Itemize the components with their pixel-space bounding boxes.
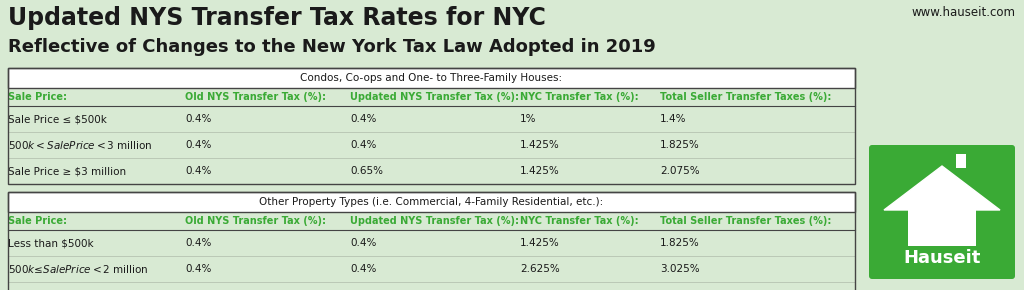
Text: 2.075%: 2.075% (660, 166, 699, 176)
Text: 1.825%: 1.825% (660, 238, 699, 248)
Text: 0.65%: 0.65% (350, 166, 383, 176)
Text: $500k ≤ Sale Price < $2 million: $500k ≤ Sale Price < $2 million (8, 263, 148, 275)
Text: 0.4%: 0.4% (185, 114, 211, 124)
Text: 0.4%: 0.4% (185, 238, 211, 248)
Text: Sale Price:: Sale Price: (8, 216, 67, 226)
Text: Old NYS Transfer Tax (%):: Old NYS Transfer Tax (%): (185, 92, 326, 102)
Text: Other Property Types (i.e. Commercial, 4-Family Residential, etc.):: Other Property Types (i.e. Commercial, 4… (259, 197, 603, 207)
Text: Reflective of Changes to the New York Tax Law Adopted in 2019: Reflective of Changes to the New York Ta… (8, 38, 655, 56)
Polygon shape (884, 166, 1000, 210)
Text: Sale Price ≤ $500k: Sale Price ≤ $500k (8, 114, 106, 124)
Text: Old NYS Transfer Tax (%):: Old NYS Transfer Tax (%): (185, 216, 326, 226)
Text: 0.4%: 0.4% (350, 238, 377, 248)
FancyBboxPatch shape (8, 68, 855, 88)
Text: Updated NYS Transfer Tax (%):: Updated NYS Transfer Tax (%): (350, 216, 519, 226)
Text: Updated NYS Transfer Tax (%):: Updated NYS Transfer Tax (%): (350, 92, 519, 102)
Text: $500k < Sale Price < $3 million: $500k < Sale Price < $3 million (8, 139, 153, 151)
Text: Less than $500k: Less than $500k (8, 238, 93, 248)
Text: 0.4%: 0.4% (185, 140, 211, 150)
Text: Condos, Co-ops and One- to Three-Family Houses:: Condos, Co-ops and One- to Three-Family … (300, 73, 562, 83)
FancyBboxPatch shape (908, 210, 976, 246)
Text: 3.025%: 3.025% (660, 264, 699, 274)
Text: Total Seller Transfer Taxes (%):: Total Seller Transfer Taxes (%): (660, 92, 831, 102)
Text: 1.825%: 1.825% (660, 140, 699, 150)
Text: 0.4%: 0.4% (185, 166, 211, 176)
FancyBboxPatch shape (8, 192, 855, 212)
Text: Hauseit: Hauseit (903, 249, 981, 267)
Text: 0.4%: 0.4% (350, 264, 377, 274)
Text: Updated NYS Transfer Tax Rates for NYC: Updated NYS Transfer Tax Rates for NYC (8, 6, 546, 30)
Text: 2.625%: 2.625% (520, 264, 560, 274)
FancyBboxPatch shape (956, 154, 966, 168)
Text: 1%: 1% (520, 114, 537, 124)
Text: 1.4%: 1.4% (660, 114, 686, 124)
Text: Total Seller Transfer Taxes (%):: Total Seller Transfer Taxes (%): (660, 216, 831, 226)
FancyBboxPatch shape (869, 145, 1015, 279)
Text: 1.425%: 1.425% (520, 238, 560, 248)
Text: 0.4%: 0.4% (350, 114, 377, 124)
Text: 0.4%: 0.4% (350, 140, 377, 150)
Text: 0.4%: 0.4% (185, 264, 211, 274)
Text: 1.425%: 1.425% (520, 140, 560, 150)
Text: www.hauseit.com: www.hauseit.com (912, 6, 1016, 19)
Text: NYC Transfer Tax (%):: NYC Transfer Tax (%): (520, 92, 639, 102)
Text: 1.425%: 1.425% (520, 166, 560, 176)
Text: Sale Price:: Sale Price: (8, 92, 67, 102)
Text: Sale Price ≥ $3 million: Sale Price ≥ $3 million (8, 166, 126, 176)
Text: NYC Transfer Tax (%):: NYC Transfer Tax (%): (520, 216, 639, 226)
